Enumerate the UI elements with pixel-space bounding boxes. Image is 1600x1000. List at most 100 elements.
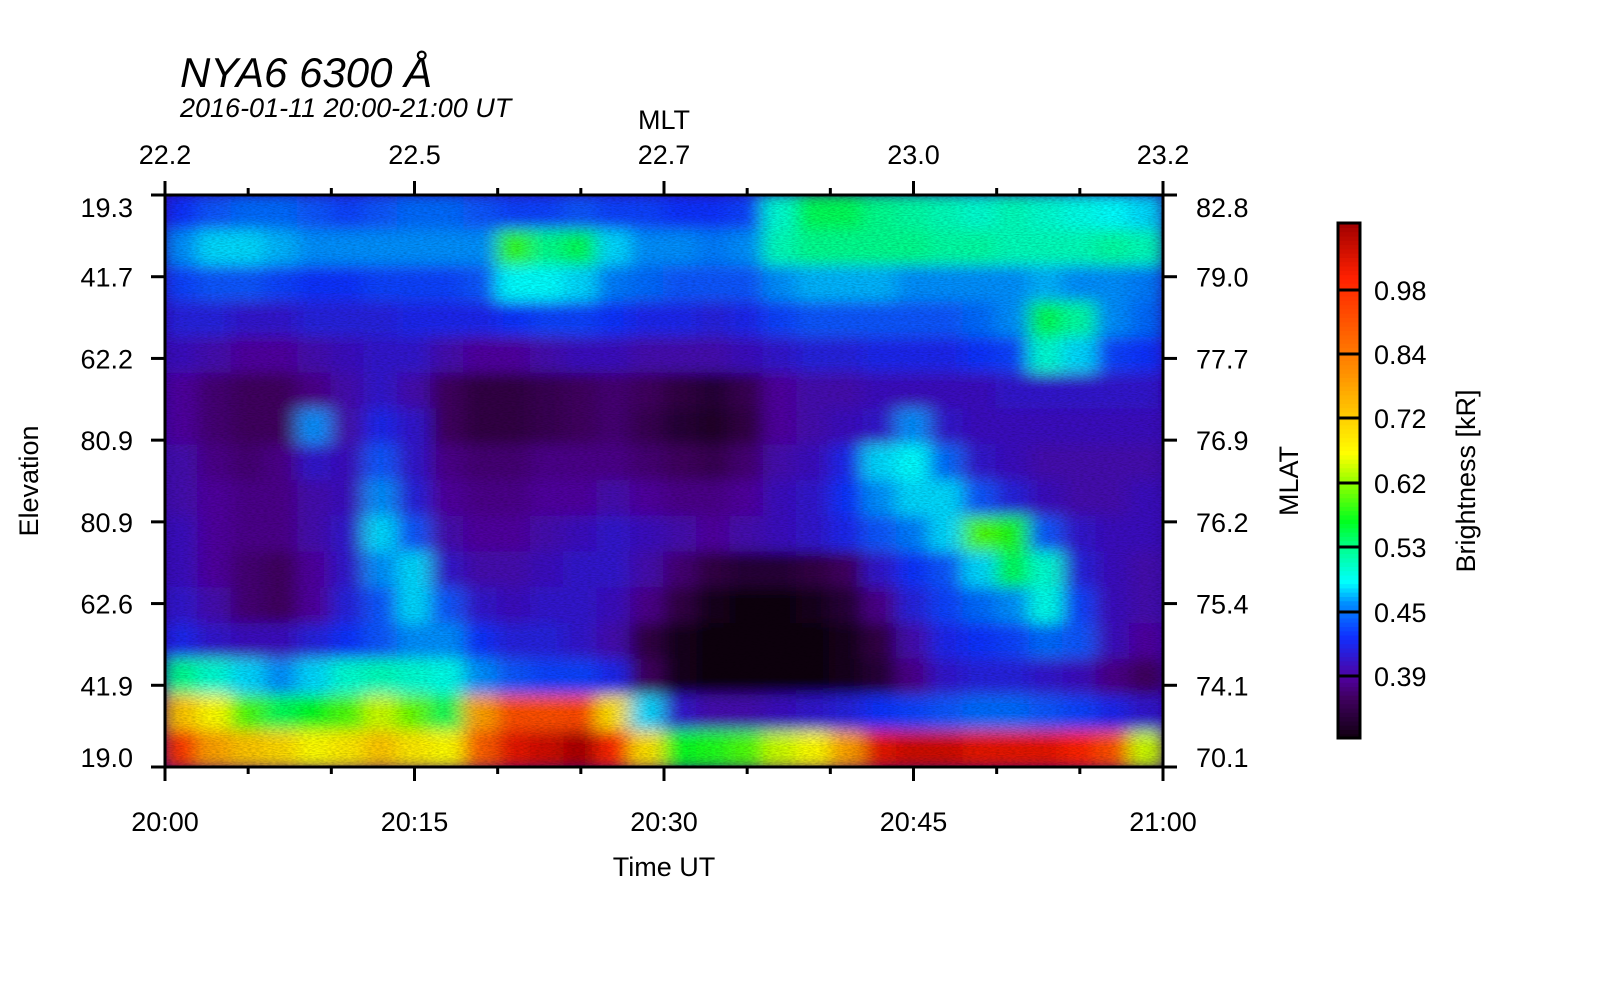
colorbar-segment — [1338, 729, 1360, 735]
colorbar-segment — [1338, 386, 1360, 391]
colorbar-segment — [1338, 647, 1360, 653]
colorbar-segment — [1338, 523, 1360, 529]
colorbar-segment — [1338, 437, 1360, 443]
colorbar-segment — [1338, 411, 1360, 417]
colorbar-segment — [1338, 656, 1360, 662]
colorbar-frame — [1336, 221, 1362, 740]
colorbar-segment — [1338, 283, 1360, 288]
colorbar-segment — [1338, 617, 1360, 623]
mlat-tick-label: 79.0 — [1196, 263, 1249, 293]
colorbar-tick-label: 0.45 — [1374, 598, 1427, 628]
colorbar-segment — [1338, 398, 1360, 404]
colorbar-segment — [1338, 304, 1360, 310]
colorbar-segment — [1338, 506, 1360, 512]
chart-subtitle: 2016-01-11 20:00-21:00 UT — [179, 93, 514, 123]
y-tick-label: 41.9 — [80, 671, 133, 701]
colorbar-segment — [1338, 497, 1360, 503]
x-tick-label: 20:30 — [630, 807, 698, 837]
noise-texture — [165, 195, 1163, 767]
colorbar-segment — [1338, 240, 1360, 246]
colorbar-segment — [1338, 720, 1360, 726]
y-tick-label: 62.2 — [80, 344, 133, 374]
colorbar-segment — [1338, 639, 1360, 645]
colorbar-segment — [1338, 424, 1360, 430]
colorbar-segment — [1338, 356, 1360, 361]
colorbar-segment — [1338, 716, 1360, 722]
colorbar-segment — [1338, 570, 1360, 576]
mlt-tick-label: 23.0 — [887, 140, 940, 170]
colorbar-segment — [1338, 291, 1360, 297]
colorbar-segment — [1338, 390, 1360, 396]
colorbar-segment — [1338, 557, 1360, 563]
colorbar-segment — [1338, 261, 1360, 267]
colorbar-segment — [1338, 549, 1360, 555]
colorbar-segment — [1338, 635, 1360, 640]
mlat-tick-label: 82.8 — [1196, 193, 1249, 223]
colorbar-segment — [1338, 669, 1360, 675]
colorbar-segment — [1338, 429, 1360, 434]
colorbar-segment — [1338, 574, 1360, 580]
mlat-axis-label: MLAT — [1274, 446, 1304, 516]
colorbar-tick-label: 0.98 — [1374, 276, 1427, 306]
mlat-tick-label: 75.4 — [1196, 590, 1249, 620]
colorbar-segment — [1338, 532, 1360, 537]
x-tick-label: 20:00 — [131, 807, 199, 837]
x-tick-label: 20:15 — [381, 807, 449, 837]
y-tick-label: 80.9 — [80, 426, 133, 456]
colorbar-segment — [1338, 583, 1360, 589]
y-tick-label: 19.3 — [80, 193, 133, 223]
colorbar-segment — [1338, 274, 1360, 280]
colorbar-segment — [1338, 540, 1360, 546]
colorbar-segment — [1338, 630, 1360, 636]
colorbar-segment — [1338, 699, 1360, 705]
mlat-tick-label: 74.1 — [1196, 671, 1249, 701]
colorbar-segment — [1338, 441, 1360, 447]
x-tick-label: 20:45 — [880, 807, 948, 837]
colorbar-segment — [1338, 313, 1360, 319]
colorbar-segment — [1338, 227, 1360, 233]
colorbar-segment — [1338, 300, 1360, 306]
colorbar-segment — [1338, 712, 1360, 718]
mlat-tick-label: 77.7 — [1196, 344, 1249, 374]
colorbar-tick-label: 0.53 — [1374, 533, 1427, 563]
colorbar-tick-label: 0.84 — [1374, 340, 1427, 370]
colorbar-segment — [1338, 463, 1360, 469]
colorbar-tick-label: 0.72 — [1374, 404, 1427, 434]
colorbar-label: Brightness [kR] — [1451, 389, 1481, 572]
colorbar-segment — [1338, 686, 1360, 692]
colorbar-segment — [1338, 270, 1360, 276]
colorbar-segment — [1338, 660, 1360, 666]
colorbar-segment — [1338, 223, 1360, 228]
y-tick-label: 80.9 — [80, 508, 133, 538]
colorbar-segment — [1338, 278, 1360, 284]
mlt-tick-label: 23.2 — [1137, 140, 1190, 170]
mlt-tick-label: 22.7 — [638, 140, 691, 170]
colorbar-segment — [1338, 707, 1360, 713]
colorbar-segment — [1338, 665, 1360, 670]
colorbar: 0.98 0.84 0.72 0.62 0.53 0.45 0.39 — [1336, 221, 1427, 740]
colorbar-segment — [1338, 334, 1360, 340]
colorbar-segment — [1338, 489, 1360, 494]
colorbar-segment — [1338, 725, 1360, 731]
colorbar-segment — [1338, 420, 1360, 426]
colorbar-segment — [1338, 510, 1360, 516]
colorbar-segment — [1338, 433, 1360, 439]
colorbar-segment — [1338, 690, 1360, 696]
colorbar-segment — [1338, 407, 1360, 413]
colorbar-segment — [1338, 476, 1360, 482]
colorbar-segment — [1338, 248, 1360, 254]
mlat-tick-label: 76.9 — [1196, 426, 1249, 456]
colorbar-segment — [1338, 403, 1360, 409]
colorbar-segment — [1338, 326, 1360, 331]
colorbar-segment — [1338, 682, 1360, 688]
colorbar-segment — [1338, 652, 1360, 658]
y-tick-label: 19.0 — [80, 743, 133, 773]
colorbar-segment — [1338, 514, 1360, 520]
colorbar-segment — [1338, 446, 1360, 452]
colorbar-segment — [1338, 643, 1360, 649]
colorbar-segment — [1338, 454, 1360, 460]
colorbar-segment — [1338, 484, 1360, 490]
colorbar-segment — [1338, 343, 1360, 349]
colorbar-segment — [1338, 231, 1360, 237]
